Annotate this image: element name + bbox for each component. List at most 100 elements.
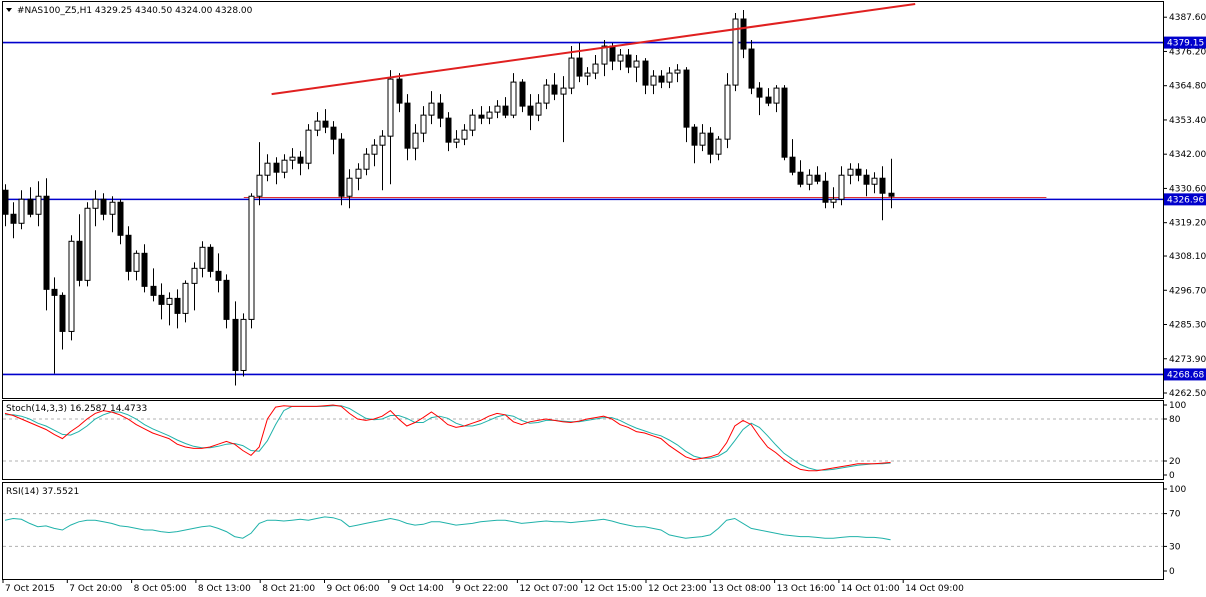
price-tick-label: 4285.30	[1169, 321, 1206, 331]
candle-body	[822, 180, 829, 203]
candle-body	[453, 138, 460, 143]
rsi-line	[4, 516, 891, 541]
price-level-box	[1164, 368, 1206, 381]
candle-body	[355, 168, 362, 179]
candle-body	[740, 18, 747, 50]
price-level-label: 4326.96	[1167, 195, 1204, 205]
horizontal-lines	[3, 41, 1163, 376]
candle-body	[191, 267, 198, 284]
rsi-tick-label: 0	[1169, 567, 1175, 577]
candle-body	[510, 81, 517, 116]
trend-line-group	[271, 3, 916, 96]
candle-body	[76, 240, 83, 281]
candle-body	[338, 138, 345, 197]
time-tick-label: 9 Oct 14:00	[391, 584, 444, 594]
chevron-down-icon[interactable]	[6, 8, 12, 12]
candles	[2, 10, 895, 386]
time-tick-label: 12 Oct 07:00	[519, 584, 578, 594]
price-tick-label: 4364.80	[1169, 82, 1206, 92]
candle-body	[707, 132, 714, 155]
candle-body	[166, 297, 173, 305]
stoch-tick-label: 80	[1169, 415, 1181, 425]
stoch-signal-line	[5, 405, 891, 471]
candle-body	[117, 201, 124, 236]
candle-body	[346, 177, 353, 197]
time-tick-label: 8 Oct 21:00	[262, 584, 315, 594]
candle-body	[420, 114, 427, 134]
candle-body	[322, 120, 329, 128]
price-level-box	[1164, 36, 1206, 49]
stoch-tick-label: 20	[1169, 457, 1181, 467]
price-tick-label: 4296.70	[1169, 286, 1206, 296]
price-level-label: 4379.15	[1167, 39, 1204, 49]
candle-body	[223, 279, 230, 320]
candle-body	[150, 285, 157, 296]
price-tick-label: 4387.60	[1169, 13, 1206, 23]
candle-body	[256, 174, 263, 197]
candle-body	[371, 144, 378, 155]
candle-body	[650, 75, 657, 86]
time-tick-label: 8 Oct 05:00	[134, 584, 187, 594]
candle-body	[330, 126, 337, 140]
candle-body	[847, 168, 854, 176]
candle-body	[494, 105, 501, 113]
chart-title: #NAS100_Z5,H1 4329.25 4340.50 4324.00 43…	[17, 6, 253, 16]
time-tick-label: 12 Oct 23:00	[648, 584, 707, 594]
price-tick-label: 4376.20	[1169, 47, 1206, 57]
rsi-lines	[4, 516, 891, 541]
time-tick-label: 7 Oct 2015	[5, 584, 55, 594]
stoch-title: Stoch(14,3,3) 16.2587 14.4733	[6, 404, 147, 414]
candle-body	[781, 87, 788, 158]
candle-body	[551, 84, 558, 95]
time-tick-label: 14 Oct 09:00	[905, 584, 964, 594]
candle-body	[273, 162, 280, 173]
price-tick-label: 4308.10	[1169, 252, 1206, 262]
time-tick-label: 13 Oct 16:00	[777, 584, 836, 594]
candle-body	[674, 69, 681, 74]
price-tick-label: 4330.60	[1169, 184, 1206, 194]
candle-body	[855, 168, 862, 176]
candle-body	[100, 198, 107, 215]
candle-body	[2, 189, 9, 215]
trend-line[interactable]	[271, 3, 916, 96]
candle-body	[773, 87, 780, 104]
candle-body	[68, 240, 75, 332]
candle-body	[633, 60, 640, 68]
candle-body	[576, 57, 583, 77]
candle-body	[461, 129, 468, 140]
candle-body	[109, 201, 116, 215]
time-tick-label: 13 Oct 08:00	[712, 584, 771, 594]
candle-body	[560, 87, 567, 95]
candle-body	[691, 126, 698, 146]
candle-body	[437, 102, 444, 119]
candle-body	[584, 72, 591, 77]
candle-body	[51, 288, 58, 296]
candle-body	[756, 87, 763, 98]
rsi-panel-frame	[2, 482, 1164, 580]
candle-body	[543, 84, 550, 104]
candle-body	[445, 117, 452, 143]
rsi-tick-label: 30	[1169, 542, 1181, 552]
candle-body	[830, 198, 837, 203]
candle-body	[428, 102, 435, 116]
candle-body	[789, 156, 796, 173]
candle-body	[527, 105, 534, 116]
time-axis: 7 Oct 2015 7 Oct 20:00 8 Oct 05:00 8 Oct 13…	[2, 579, 964, 594]
candle-body	[363, 153, 370, 170]
candle-body	[141, 252, 148, 287]
candle-body	[838, 174, 845, 200]
stoch-main-line	[4, 404, 891, 472]
candle-body	[879, 177, 886, 194]
candle-body	[888, 192, 895, 197]
candle-body	[232, 318, 239, 371]
price-labels: 4379.15 4326.96 4268.68	[1164, 36, 1206, 381]
rsi-axis: 100 70 30 0	[1163, 485, 1186, 577]
candle-body	[10, 213, 17, 224]
candle-body	[18, 198, 25, 224]
price-tick-label: 4353.40	[1169, 116, 1206, 126]
stoch-tick-label: 100	[1169, 401, 1186, 411]
candle-body	[609, 45, 616, 62]
candle-body	[797, 171, 804, 185]
candle-body	[297, 156, 304, 164]
